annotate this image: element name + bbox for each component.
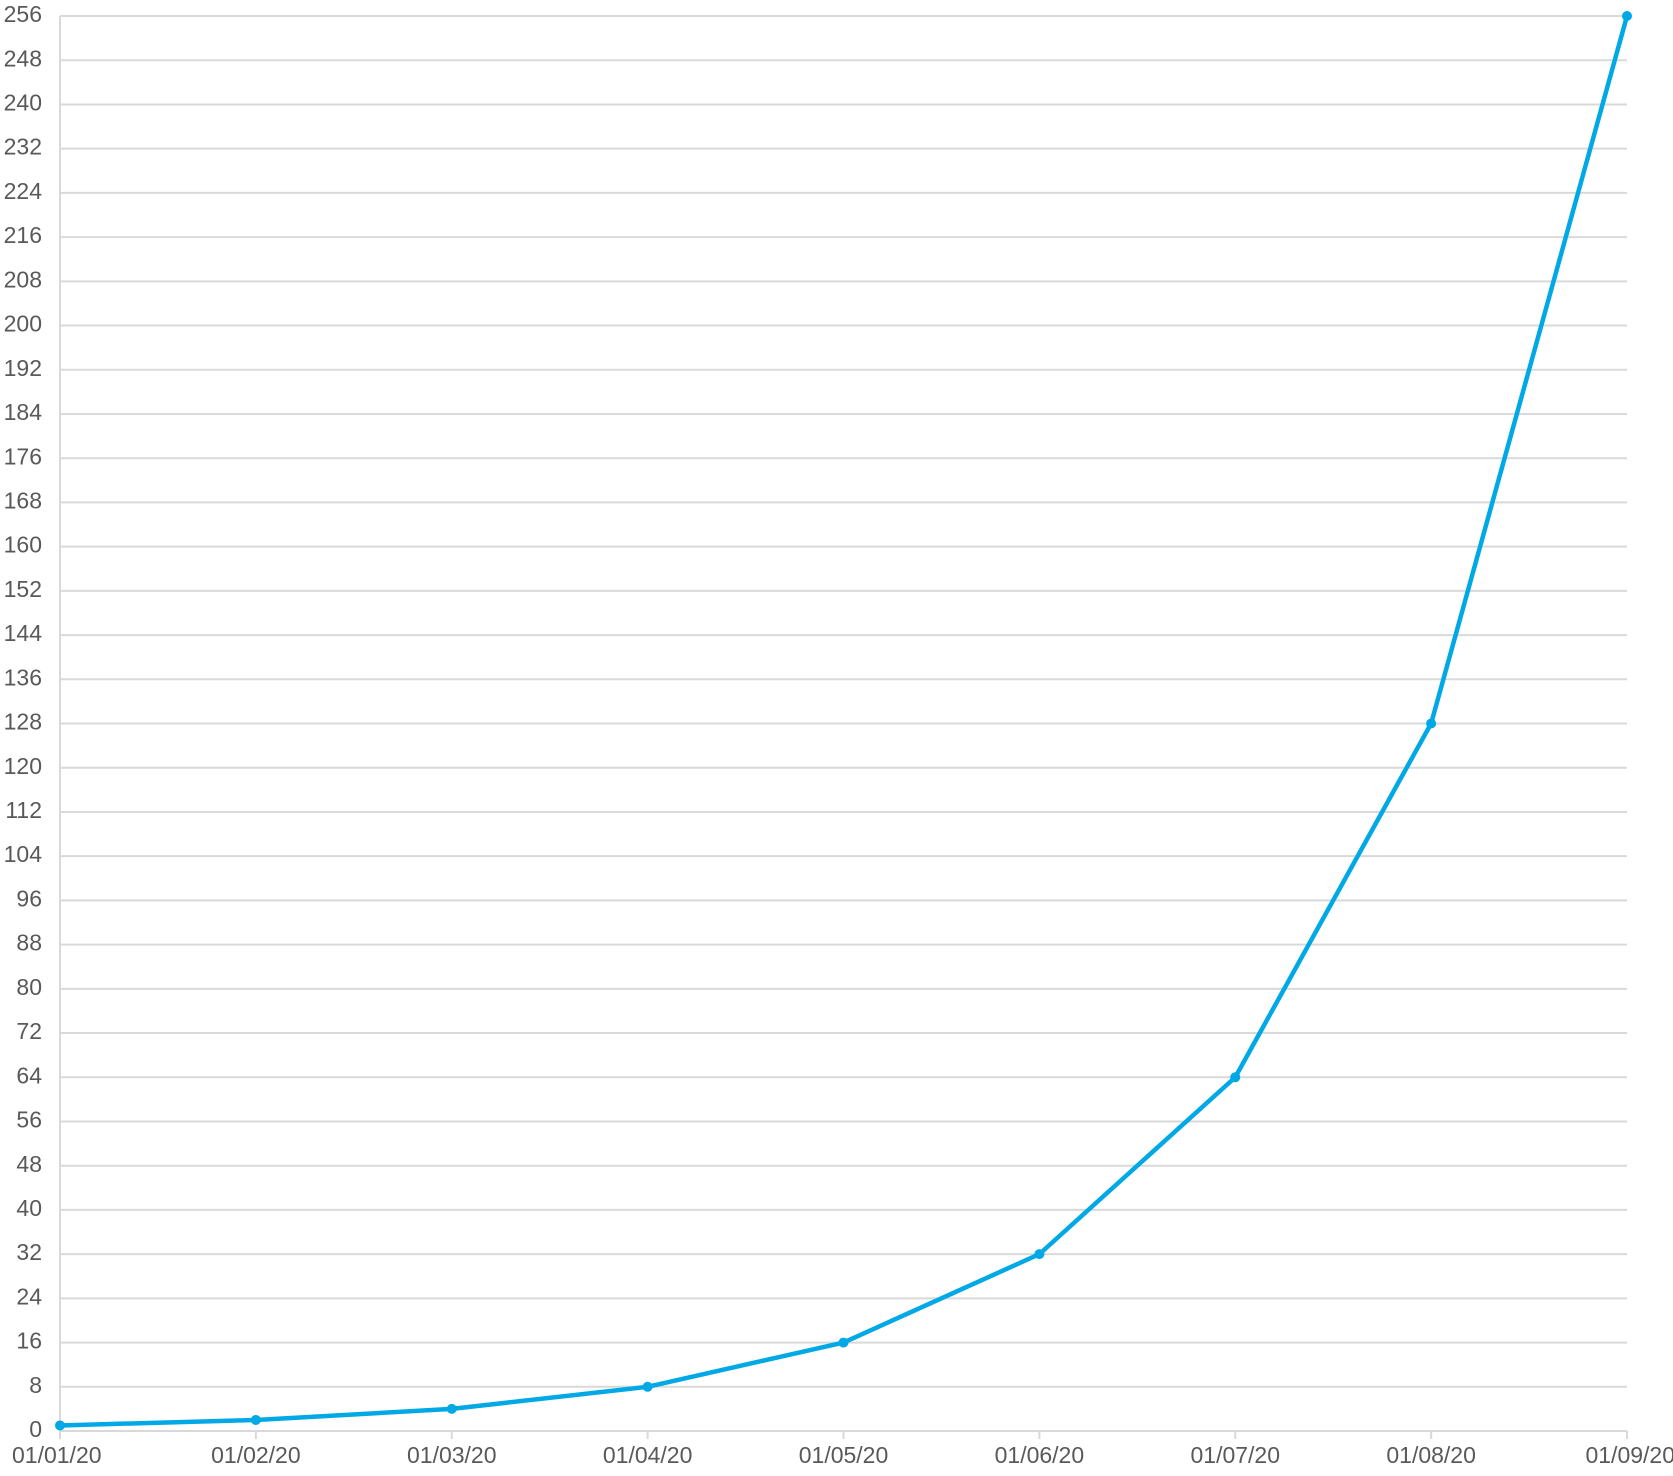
data-point: [446, 1403, 457, 1414]
data-point: [642, 1381, 653, 1392]
y-tick-label: 16: [16, 1328, 42, 1354]
data-point: [55, 1420, 65, 1431]
y-tick-label: 72: [16, 1018, 42, 1044]
y-tick-label: 112: [5, 797, 42, 823]
x-tick-label: 01/02/20: [211, 1442, 301, 1468]
y-tick-label: 120: [4, 753, 42, 779]
y-tick-label: 88: [16, 930, 42, 956]
y-tick-label: 216: [4, 222, 42, 248]
y-tick-label: 0: [29, 1416, 42, 1442]
y-tick-label: 56: [16, 1107, 42, 1133]
series-line: [57, 13, 1630, 1428]
data-point: [1230, 1072, 1241, 1083]
y-tick-label: 208: [4, 266, 42, 292]
y-tick-label: 192: [4, 355, 42, 381]
y-tick-label: 232: [4, 134, 42, 160]
y-tick-label: 240: [4, 90, 42, 116]
y-tick-label: 8: [29, 1372, 42, 1398]
y-tick-label: 80: [16, 974, 42, 1000]
y-tick-label: 256: [4, 1, 42, 27]
x-tick-label: 01/04/20: [603, 1442, 693, 1468]
data-point: [1426, 718, 1437, 729]
x-tick-label: 01/08/20: [1386, 1442, 1476, 1468]
y-tick-label: 136: [4, 664, 42, 690]
y-tick-label: 200: [4, 311, 42, 337]
data-point: [250, 1414, 261, 1425]
x-tick-label: 01/01/20: [12, 1442, 102, 1468]
y-tick-label: 104: [4, 841, 43, 867]
x-tick-label: 01/05/20: [799, 1442, 889, 1468]
y-tick-label: 152: [4, 576, 42, 602]
series-group: [55, 11, 1632, 1431]
y-tick-label: 40: [16, 1195, 42, 1221]
y-tick-label: 48: [16, 1151, 42, 1177]
data-point: [1622, 11, 1632, 21]
y-tick-label: 128: [4, 709, 42, 735]
y-tick-label: 176: [4, 443, 42, 469]
y-tick-label: 24: [16, 1283, 42, 1309]
y-tick-label: 248: [4, 45, 42, 71]
y-tick-label: 224: [4, 178, 43, 204]
data-point: [1034, 1249, 1045, 1260]
y-tick-label: 184: [4, 399, 43, 425]
x-tick-label: 01/03/20: [407, 1442, 497, 1468]
y-tick-label: 64: [16, 1062, 42, 1088]
x-axis-tick-labels: 01/01/20 01/02/20 01/03/20 01/04/20 01/05/20…: [12, 1442, 1673, 1468]
y-tick-label: 32: [16, 1239, 42, 1265]
gridlines: [59, 15, 1628, 1439]
x-tick-label: 01/07/20: [1190, 1442, 1280, 1468]
y-axis-tick-labels: 0 8 16 24 32 40 48 56 64 72 80 88 96 104 112 120 128 136 1…: [4, 1, 43, 1442]
x-tick-label: 01/09/20: [1585, 1442, 1673, 1468]
y-tick-label: 160: [4, 532, 42, 558]
x-tick-label: 01/06/20: [995, 1442, 1085, 1468]
y-tick-label: 144: [4, 620, 43, 646]
y-tick-label: 168: [4, 487, 42, 513]
y-tick-label: 96: [16, 885, 42, 911]
data-point: [838, 1337, 849, 1348]
